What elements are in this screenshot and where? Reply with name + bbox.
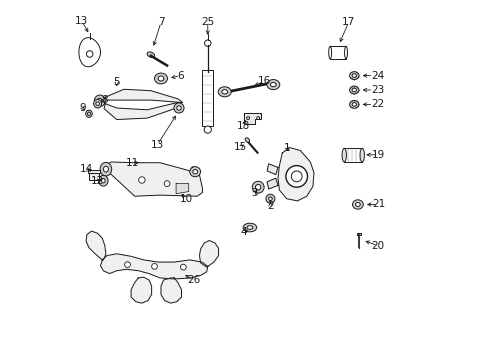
- Ellipse shape: [355, 202, 360, 206]
- Ellipse shape: [192, 170, 197, 174]
- Polygon shape: [101, 254, 207, 279]
- Ellipse shape: [349, 86, 358, 94]
- Polygon shape: [277, 148, 313, 201]
- Bar: [356, 233, 361, 235]
- Polygon shape: [104, 103, 182, 120]
- Text: 1: 1: [283, 143, 290, 153]
- Ellipse shape: [291, 171, 302, 182]
- Ellipse shape: [265, 194, 274, 203]
- Ellipse shape: [204, 126, 211, 133]
- Ellipse shape: [100, 162, 111, 176]
- Polygon shape: [131, 277, 151, 303]
- Text: 16: 16: [257, 76, 270, 86]
- Ellipse shape: [158, 76, 163, 81]
- Ellipse shape: [222, 90, 227, 94]
- Ellipse shape: [99, 175, 108, 186]
- Ellipse shape: [154, 73, 167, 84]
- Text: 8: 8: [101, 95, 107, 105]
- Ellipse shape: [85, 110, 92, 117]
- Ellipse shape: [349, 100, 358, 108]
- Ellipse shape: [96, 102, 99, 105]
- Ellipse shape: [98, 98, 102, 103]
- Ellipse shape: [218, 87, 231, 97]
- Ellipse shape: [246, 117, 249, 120]
- Ellipse shape: [204, 40, 211, 46]
- Polygon shape: [244, 113, 260, 124]
- Text: 7: 7: [157, 17, 164, 27]
- Polygon shape: [86, 231, 106, 260]
- Text: 22: 22: [370, 99, 384, 109]
- Ellipse shape: [252, 181, 264, 193]
- Ellipse shape: [256, 117, 259, 120]
- Text: 4: 4: [240, 227, 246, 237]
- Ellipse shape: [266, 80, 279, 90]
- Text: 24: 24: [370, 71, 384, 81]
- Ellipse shape: [245, 138, 249, 142]
- Polygon shape: [161, 278, 181, 303]
- Ellipse shape: [351, 88, 356, 92]
- Polygon shape: [199, 240, 218, 267]
- Text: 9: 9: [79, 103, 85, 113]
- Ellipse shape: [351, 103, 356, 106]
- Polygon shape: [103, 89, 182, 103]
- Bar: [88, 171, 99, 180]
- Bar: [329, 46, 346, 59]
- Ellipse shape: [246, 226, 252, 229]
- Ellipse shape: [151, 264, 157, 269]
- Ellipse shape: [87, 112, 90, 115]
- Ellipse shape: [124, 262, 130, 267]
- Text: 19: 19: [371, 150, 384, 160]
- Text: 15: 15: [234, 142, 247, 152]
- Text: 12: 12: [91, 176, 104, 186]
- Ellipse shape: [268, 197, 272, 201]
- Bar: [202, 70, 213, 126]
- Text: 13: 13: [75, 16, 88, 26]
- Text: 3: 3: [251, 188, 257, 198]
- Ellipse shape: [103, 166, 108, 172]
- Ellipse shape: [243, 223, 256, 232]
- Ellipse shape: [86, 51, 93, 57]
- Ellipse shape: [189, 167, 200, 177]
- Ellipse shape: [147, 52, 154, 58]
- Text: 23: 23: [370, 85, 384, 95]
- Polygon shape: [104, 162, 202, 196]
- Text: 2: 2: [266, 201, 273, 211]
- Text: 13: 13: [150, 140, 163, 150]
- Text: 18: 18: [237, 121, 250, 131]
- Ellipse shape: [139, 177, 145, 183]
- Text: 21: 21: [371, 199, 384, 210]
- Ellipse shape: [174, 103, 183, 113]
- Polygon shape: [266, 178, 277, 189]
- Ellipse shape: [285, 166, 307, 187]
- Text: 20: 20: [370, 240, 384, 251]
- Text: 14: 14: [80, 164, 93, 174]
- Bar: [344, 148, 362, 162]
- Bar: [87, 170, 101, 173]
- Polygon shape: [176, 184, 188, 194]
- Ellipse shape: [344, 46, 347, 59]
- Ellipse shape: [164, 181, 170, 186]
- Text: 26: 26: [186, 275, 200, 285]
- Ellipse shape: [270, 82, 276, 87]
- Ellipse shape: [180, 264, 186, 270]
- Ellipse shape: [328, 46, 331, 59]
- Ellipse shape: [342, 148, 346, 162]
- Text: 25: 25: [201, 17, 214, 27]
- Ellipse shape: [94, 95, 105, 107]
- Ellipse shape: [94, 99, 102, 108]
- Ellipse shape: [352, 200, 363, 209]
- Text: 6: 6: [177, 71, 183, 81]
- Ellipse shape: [102, 179, 105, 183]
- Text: 5: 5: [113, 77, 120, 87]
- Polygon shape: [266, 164, 277, 175]
- Text: 11: 11: [125, 158, 139, 168]
- Text: 10: 10: [179, 194, 192, 204]
- Ellipse shape: [359, 148, 364, 162]
- Ellipse shape: [177, 106, 181, 110]
- Text: 17: 17: [342, 17, 355, 27]
- Polygon shape: [79, 38, 101, 67]
- Ellipse shape: [255, 185, 260, 190]
- Ellipse shape: [349, 72, 358, 80]
- Ellipse shape: [351, 74, 356, 77]
